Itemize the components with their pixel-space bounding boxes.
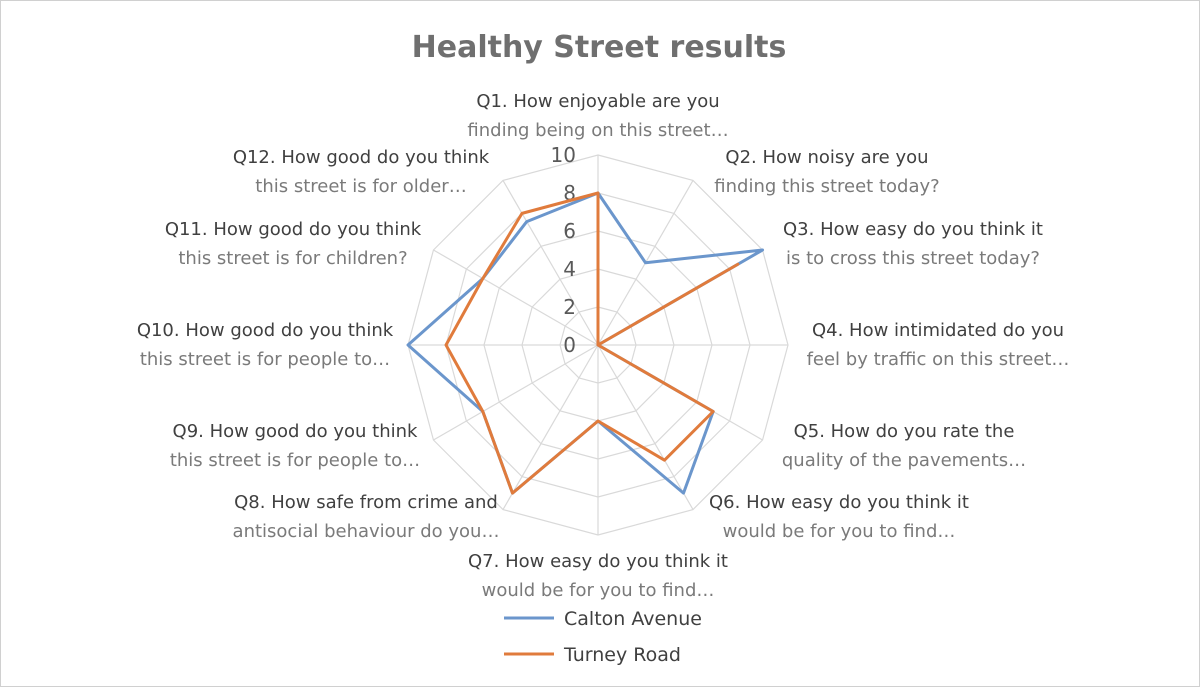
category-label-line: would be for you to find… [482, 580, 715, 601]
category-label-q7: Q7. How easy do you think it would be for… [468, 551, 728, 601]
category-label-q1: Q1. How enjoyable are you finding being o… [467, 91, 728, 141]
series-line-1 [406, 191, 765, 495]
category-label-line: Q2. How noisy are you [725, 147, 928, 168]
tick-label: 2 [563, 295, 576, 319]
grid-spoke [433, 249, 599, 346]
grid-spoke [502, 180, 599, 346]
category-label-q8: Q8. How safe from crime and antisocial be… [233, 492, 500, 542]
tick-label: 0 [563, 333, 576, 357]
category-label-line: Q4. How intimidated do you [812, 320, 1064, 341]
grid-spoke [597, 344, 694, 510]
category-label-q11: Q11. How good do you think this street is… [165, 219, 422, 269]
category-label-line: Q3. How easy do you think it [783, 219, 1043, 240]
legend-label-2: Turney Road [563, 644, 681, 666]
category-label-q2: Q2. How noisy are you finding this street… [714, 147, 939, 197]
radar-series [406, 191, 765, 495]
category-label-line: Q1. How enjoyable are you [476, 91, 719, 112]
category-label-line: Q11. How good do you think [165, 219, 422, 240]
category-label-line: Q12. How good do you think [233, 147, 490, 168]
series-line-2 [444, 191, 740, 495]
category-label-q3: Q3. How easy do you think it is to cross … [783, 219, 1043, 269]
category-label-q5: Q5. How do you rate the quality of the pa… [782, 421, 1026, 471]
category-label-line: Q5. How do you rate the [794, 421, 1015, 442]
grid-spoke [433, 344, 599, 441]
category-label-line: Q8. How safe from crime and [234, 492, 498, 513]
category-label-q9: Q9. How good do you think this street is … [170, 421, 420, 471]
category-label-line: Q7. How easy do you think it [468, 551, 728, 572]
grid-spoke [502, 344, 599, 510]
category-label-line: this street is for people to… [170, 450, 420, 471]
category-label-line: this street is for people to… [140, 349, 390, 370]
legend-label-1: Calton Avenue [564, 608, 702, 630]
category-label-line: would be for you to find… [723, 521, 956, 542]
category-label-line: this street is for older… [255, 176, 466, 197]
category-labels: Q1. How enjoyable are you finding being o… [137, 91, 1070, 601]
category-label-line: is to cross this street today? [786, 248, 1040, 269]
category-label-line: feel by traffic on this street… [807, 349, 1070, 370]
category-label-q12: Q12. How good do you think this street is… [233, 147, 490, 197]
category-label-line: finding this street today? [714, 176, 939, 197]
legend: Calton Avenue Turney Road [504, 608, 702, 666]
category-label-q6: Q6. How easy do you think it would be for… [709, 492, 969, 542]
category-label-line: finding being on this street… [467, 120, 728, 141]
tick-label: 4 [563, 257, 576, 281]
category-label-line: quality of the pavements… [782, 450, 1026, 471]
tick-label: 10 [551, 143, 576, 167]
tick-label: 6 [563, 219, 576, 243]
chart-title: Healthy Street results [412, 30, 787, 65]
category-label-q10: Q10. How good do you think this street is… [137, 320, 394, 370]
category-label-q4: Q4. How intimidated do you feel by traffi… [807, 320, 1070, 370]
category-label-line: antisocial behaviour do you… [233, 521, 500, 542]
category-label-line: Q10. How good do you think [137, 320, 394, 341]
category-label-line: Q6. How easy do you think it [709, 492, 969, 513]
category-label-line: Q9. How good do you think [173, 421, 418, 442]
category-label-line: this street is for children? [178, 248, 407, 269]
